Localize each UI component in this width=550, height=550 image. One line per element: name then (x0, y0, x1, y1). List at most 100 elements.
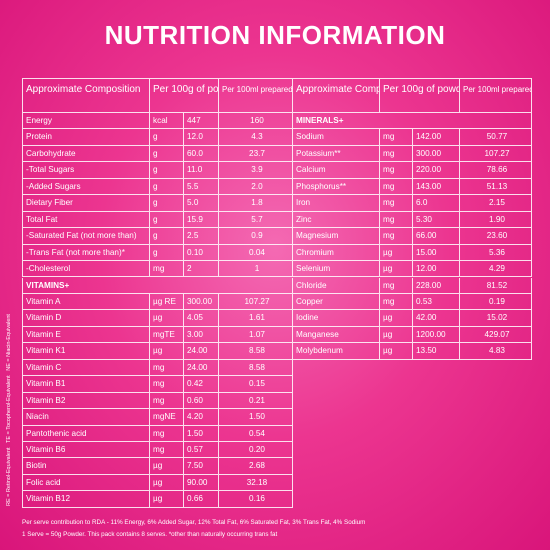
nutrient-name: Potassium** (293, 145, 380, 163)
section-row: VITAMINS+ (22, 277, 293, 294)
unit: kcal (150, 113, 184, 130)
per-100ml: 1.90 (460, 211, 532, 229)
header-cell: Per 100ml prepared feed (460, 78, 532, 113)
per-100ml: 4.29 (460, 261, 532, 278)
per-100g: 4.20 (184, 409, 219, 426)
per-100ml: 32.18 (219, 474, 293, 492)
per-100g: 24.00 (184, 343, 219, 360)
unit: g (150, 228, 184, 245)
per-100g: 143.00 (413, 178, 460, 196)
per-100g: 0.57 (184, 442, 219, 459)
unit: mg (380, 145, 413, 163)
unit: µg (150, 491, 184, 508)
per-100g: 4.05 (184, 310, 219, 327)
per-100g: 0.60 (184, 392, 219, 410)
per-100g: 447 (184, 113, 219, 130)
nutrient-name: Vitamin K1 (22, 343, 150, 360)
nutrient-name: Copper (293, 293, 380, 311)
unit: mg (150, 359, 184, 377)
nutrient-name: Chloride (293, 277, 380, 294)
unit: g (150, 195, 184, 212)
nutrient-name: Vitamin B1 (22, 376, 150, 393)
nutrient-name: -Cholesterol (22, 261, 150, 278)
nutrient-name: Magnesium (293, 228, 380, 245)
unit: mgNE (150, 409, 184, 426)
per-100g: 0.66 (184, 491, 219, 508)
nutrient-name: Biotin (22, 458, 150, 475)
per-100g: 5.0 (184, 195, 219, 212)
per-100g: 6.0 (413, 195, 460, 212)
nutrient-name: Vitamin C (22, 359, 150, 377)
per-100g: 7.50 (184, 458, 219, 475)
per-100g: 12.0 (184, 129, 219, 146)
per-100g: 1.50 (184, 425, 219, 442)
per-100g: 300.00 (184, 293, 219, 311)
unit: g (150, 244, 184, 262)
per-100ml: 8.58 (219, 343, 293, 360)
per-100ml: 160 (219, 113, 293, 130)
unit: mg (150, 392, 184, 410)
per-100ml: 2.68 (219, 458, 293, 475)
per-100ml: 0.15 (219, 376, 293, 393)
per-100ml: 429.07 (460, 326, 532, 344)
nutrient-name: Vitamin B6 (22, 442, 150, 459)
unit: mgTE (150, 326, 184, 344)
nutrient-name: Carbohydrate (22, 145, 150, 163)
unit: mg (380, 228, 413, 245)
per-100g: 5.5 (184, 178, 219, 196)
unit: g (150, 145, 184, 163)
nutrient-name: Niacin (22, 409, 150, 426)
nutrient-name: Folic acid (22, 474, 150, 492)
per-100g: 220.00 (413, 162, 460, 179)
unit: mg (150, 442, 184, 459)
nutrient-name: -Added Sugars (22, 178, 150, 196)
per-100ml: 1.8 (219, 195, 293, 212)
per-100ml: 0.21 (219, 392, 293, 410)
per-100g: 11.0 (184, 162, 219, 179)
per-100g: 3.00 (184, 326, 219, 344)
nutrient-name: Selenium (293, 261, 380, 278)
per-100ml: 3.9 (219, 162, 293, 179)
per-100ml: 1.61 (219, 310, 293, 327)
per-100ml: 2.15 (460, 195, 532, 212)
section-row: MINERALS+ (293, 113, 532, 130)
per-100ml: 0.04 (219, 244, 293, 262)
per-100g: 2.5 (184, 228, 219, 245)
nutrient-name: Vitamin E (22, 326, 150, 344)
per-100g: 66.00 (413, 228, 460, 245)
unit: µg (380, 244, 413, 262)
unit: mg (380, 211, 413, 229)
unit: g (150, 178, 184, 196)
unit: mg (380, 129, 413, 146)
per-100ml: 107.27 (460, 145, 532, 163)
per-100ml: 50.77 (460, 129, 532, 146)
header-cell: Per 100g of powder^ (150, 78, 219, 113)
per-100g: 300.00 (413, 145, 460, 163)
per-100g: 0.53 (413, 293, 460, 311)
unit: µg (150, 310, 184, 327)
nutrient-name: Total Fat (22, 211, 150, 229)
nutrient-name: Protein (22, 129, 150, 146)
nutrient-name: Molybdenum (293, 343, 380, 360)
per-100g: 42.00 (413, 310, 460, 327)
per-100ml: 15.02 (460, 310, 532, 327)
per-100g: 15.9 (184, 211, 219, 229)
nutrient-name: -Trans Fat (not more than)* (22, 244, 150, 262)
nutrient-name: Dietary Fiber (22, 195, 150, 212)
side-note: RE = Retinol-Equivalent TE = Tocopherol-… (6, 314, 12, 506)
per-100g: 2 (184, 261, 219, 278)
unit: mg (380, 195, 413, 212)
per-100g: 0.10 (184, 244, 219, 262)
per-100ml: 0.54 (219, 425, 293, 442)
per-100g: 60.0 (184, 145, 219, 163)
nutrient-name: Iodine (293, 310, 380, 327)
per-100g: 142.00 (413, 129, 460, 146)
unit: mg (150, 261, 184, 278)
header-cell: Approximate Composition (22, 78, 150, 113)
nutrient-name: Zinc (293, 211, 380, 229)
unit: µg (380, 343, 413, 360)
per-100g: 13.50 (413, 343, 460, 360)
unit: g (150, 162, 184, 179)
unit: mg (380, 293, 413, 311)
